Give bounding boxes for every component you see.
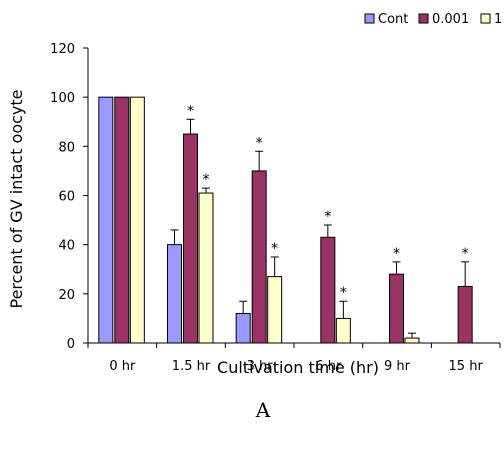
panel-label: A (255, 398, 271, 422)
significance-star: * (271, 241, 278, 257)
significance-star: * (462, 246, 469, 262)
legend-label: 1 (494, 12, 502, 27)
bar (389, 273, 404, 344)
bar (129, 96, 145, 344)
y-axis-label: Percent of GV intact oocyte (7, 89, 26, 308)
y-axis: 0 20 40 60 80 100 120 (50, 42, 89, 352)
legend-label: Cont (378, 12, 408, 27)
bar (404, 337, 420, 344)
bar (183, 133, 198, 344)
bar (335, 317, 351, 344)
bar (198, 192, 214, 344)
y-tick-label: 100 (50, 91, 75, 106)
y-tick-label: 40 (58, 239, 75, 254)
legend-swatch (418, 13, 429, 24)
x-tick-label: 15 hr (449, 359, 484, 374)
y-tick-label: 60 (58, 190, 75, 205)
x-tick-label: 3 hr (247, 359, 274, 374)
bar (320, 236, 336, 344)
x-tick-label: 6 hr (315, 359, 342, 374)
bar (457, 285, 473, 344)
significance-star: * (256, 135, 263, 151)
legend: Cont 0.001 1 (364, 12, 502, 27)
significance-star: * (393, 246, 400, 262)
x-tick-label: 9 hr (384, 359, 411, 374)
y-tick-label: 80 (58, 140, 75, 155)
bar (98, 96, 114, 344)
y-tick-label: 0 (67, 337, 75, 352)
bars: * * * * * * * * (98, 96, 473, 344)
bar (235, 313, 251, 344)
significance-star: * (340, 285, 347, 301)
bar (167, 244, 182, 344)
y-tick-label: 20 (58, 288, 75, 303)
bar (114, 96, 130, 344)
x-axis: 0 hr 1.5 hr 3 hr 6 hr 9 hr 15 hr (87, 342, 501, 374)
significance-star: * (203, 172, 210, 188)
y-tick-label: 120 (50, 42, 75, 57)
x-axis-label: Cultivation time (hr) (217, 358, 379, 377)
bar (267, 276, 283, 344)
legend-swatch (364, 13, 375, 24)
x-tick-label: 0 hr (109, 359, 136, 374)
significance-star: * (324, 209, 331, 225)
significance-star: * (187, 103, 194, 119)
x-tick-label: 1.5 hr (172, 359, 211, 374)
legend-label: 0.001 (432, 12, 469, 27)
bar (251, 170, 267, 344)
legend-swatch (480, 13, 491, 24)
